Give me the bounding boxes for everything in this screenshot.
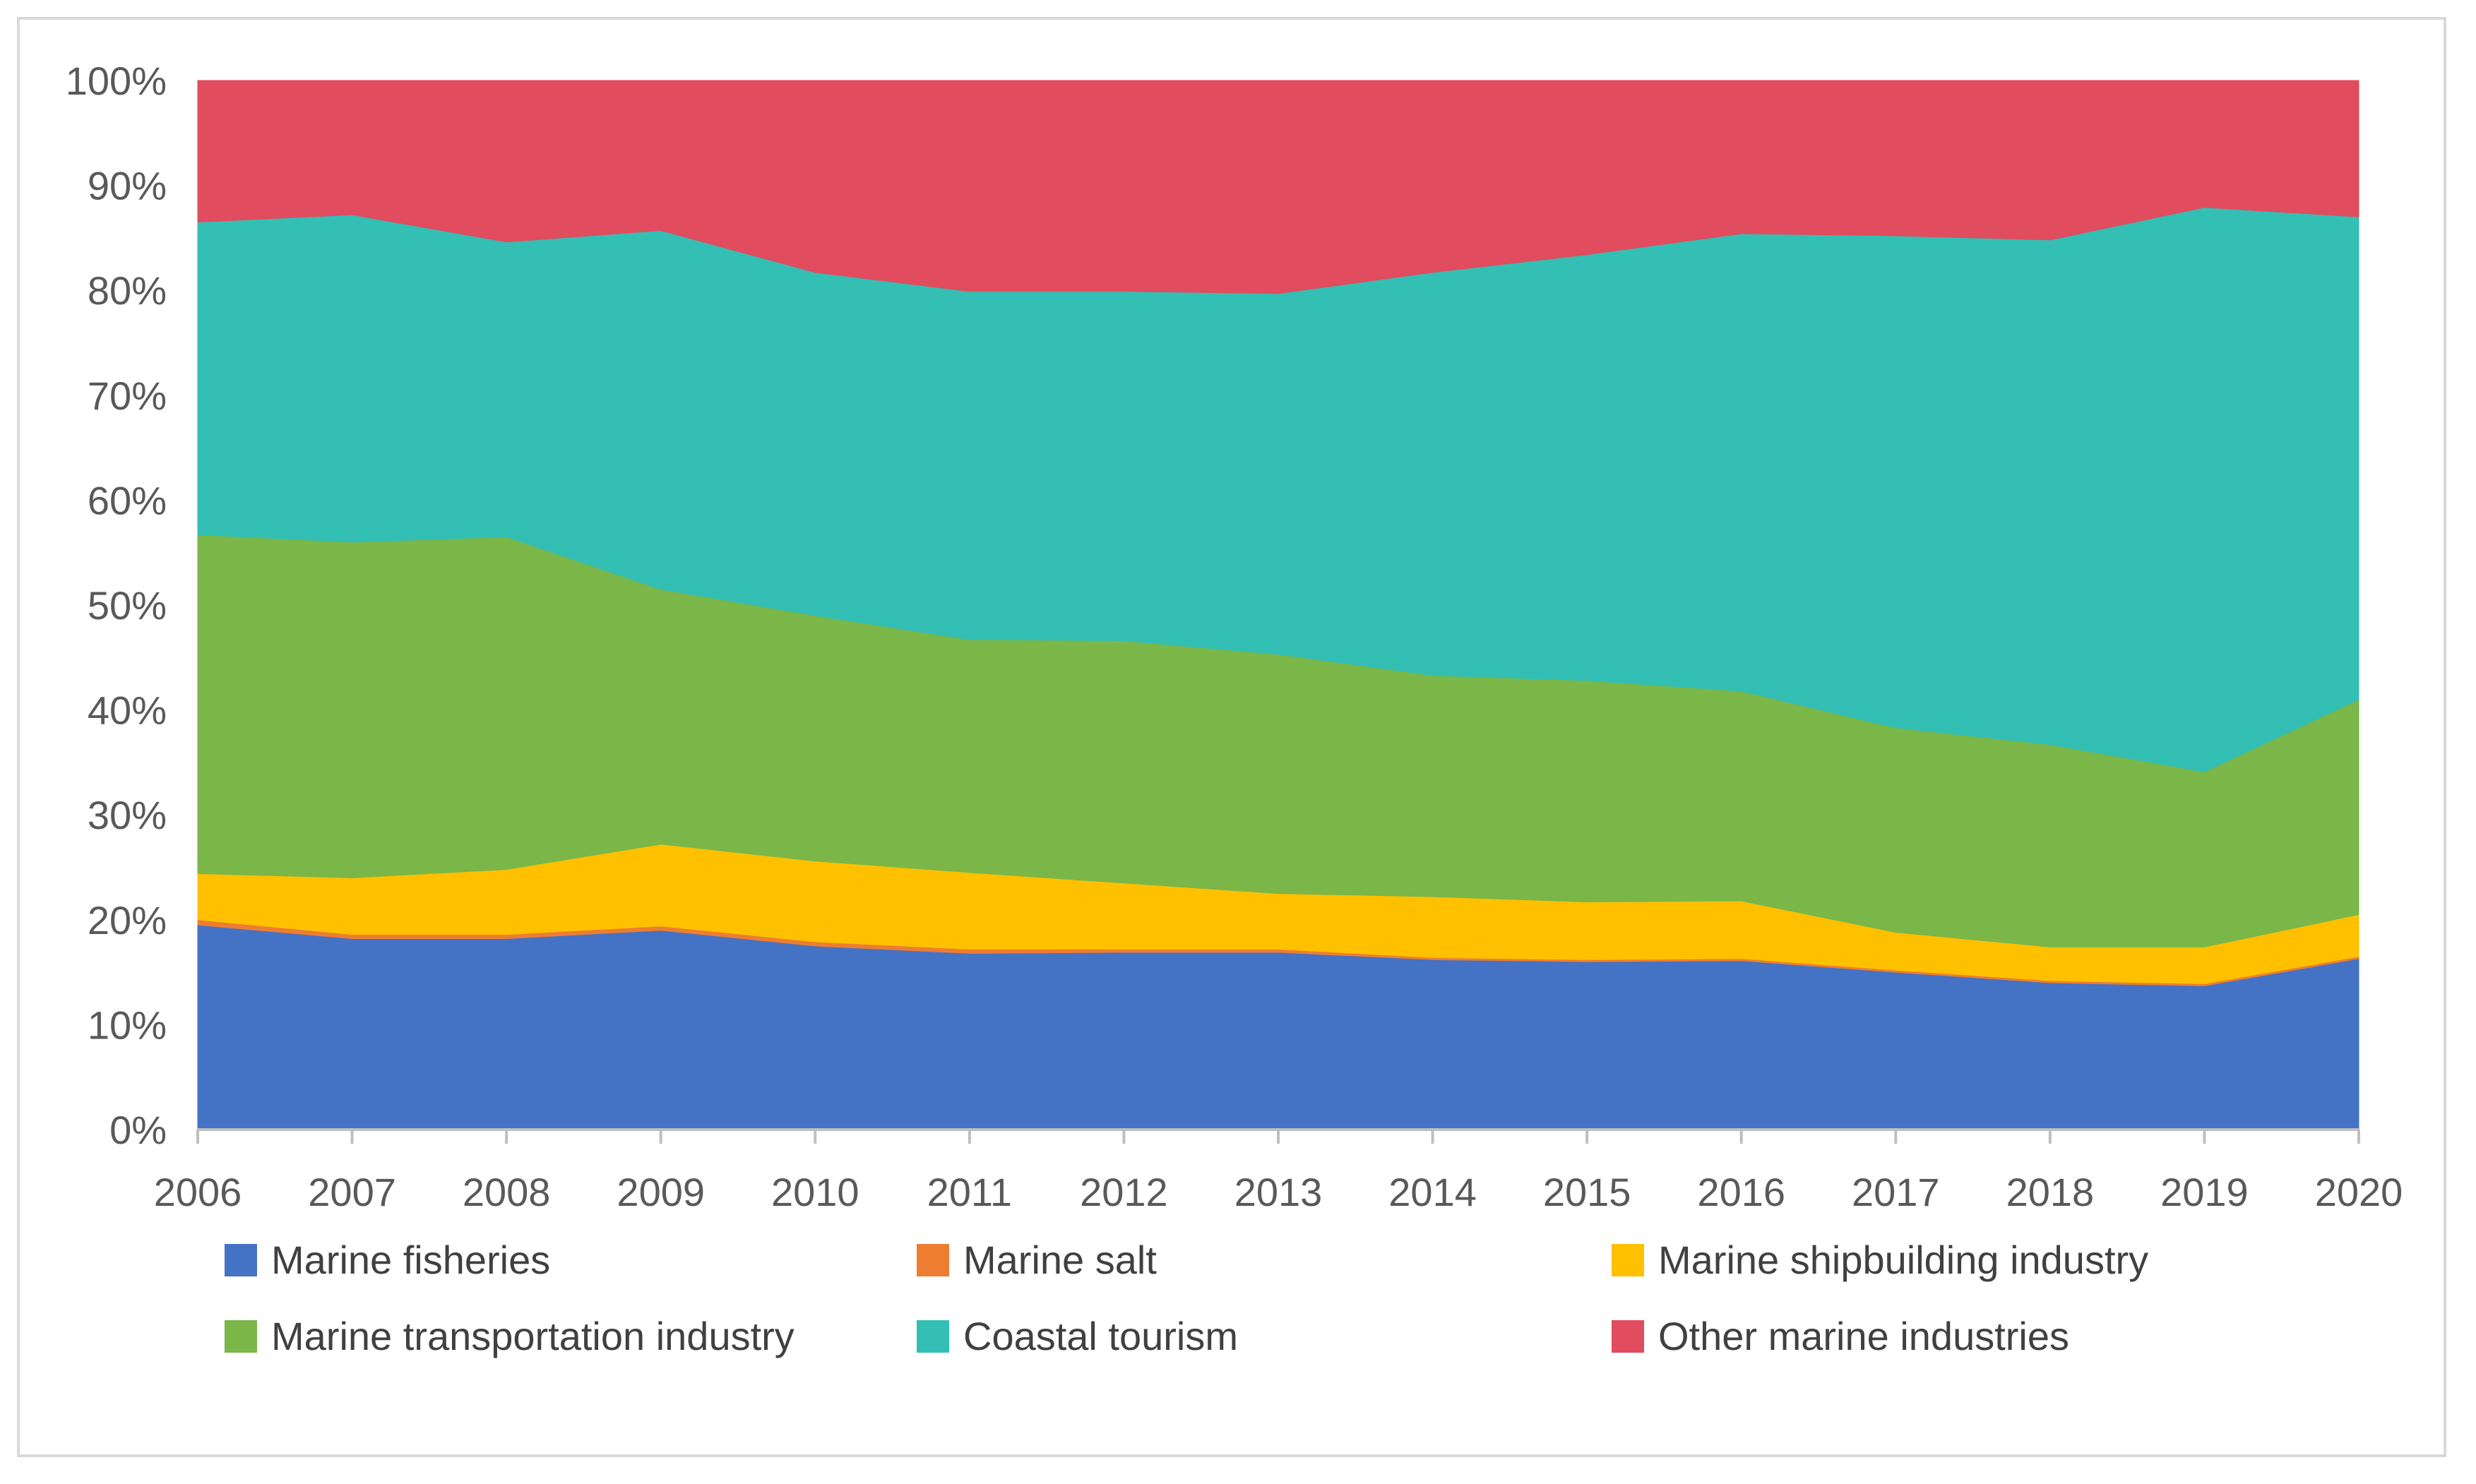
- legend-item-marine-salt: Marine salt: [917, 1238, 1157, 1282]
- x-tick-label: 2019: [2160, 1170, 2249, 1214]
- legend-label: Marine transportation industry: [271, 1314, 794, 1358]
- legend-swatch: [917, 1320, 949, 1353]
- legend-item-marine-shipbuilding-industry: Marine shipbuilding industry: [1612, 1238, 2148, 1282]
- y-tick-label: 90%: [88, 164, 167, 208]
- y-tick-label: 10%: [88, 1003, 167, 1047]
- legend-item-marine-fisheries: Marine fisheries: [225, 1238, 550, 1282]
- legend-label: Marine shipbuilding industry: [1658, 1238, 2148, 1282]
- x-tick-label: 2018: [2006, 1170, 2095, 1214]
- chart-frame: 2006 2007 2008 2009 2010 2011 2012 2013 2014 2015…: [17, 17, 2446, 1457]
- legend-swatch: [1612, 1320, 1644, 1353]
- legend-item-other-marine-industries: Other marine industries: [1612, 1314, 2069, 1358]
- stacked-area-chart: 2006 2007 2008 2009 2010 2011 2012 2013 2014 2015…: [66, 59, 2403, 1358]
- legend: Marine fisheries Marine salt Marine shipbu…: [225, 1238, 2148, 1358]
- x-tick-label: 2016: [1697, 1170, 1785, 1214]
- axes: 2006 2007 2008 2009 2010 2011 2012 2013 2014 2015…: [66, 59, 2403, 1214]
- y-tick-label: 80%: [88, 268, 167, 313]
- x-tick-label: 2009: [617, 1170, 705, 1214]
- y-tick-label: 20%: [88, 898, 167, 943]
- y-tick-label: 100%: [66, 59, 167, 103]
- x-tick-label: 2020: [2315, 1170, 2403, 1214]
- legend-swatch: [1612, 1244, 1644, 1276]
- legend-swatch: [225, 1320, 257, 1353]
- y-tick-label: 70%: [88, 373, 167, 418]
- legend-label: Marine salt: [963, 1238, 1157, 1282]
- x-tick-label: 2014: [1388, 1170, 1477, 1214]
- x-tick-label: 2013: [1234, 1170, 1323, 1214]
- legend-label: Coastal tourism: [963, 1314, 1238, 1358]
- x-tick-label: 2017: [1852, 1170, 1940, 1214]
- legend-swatch: [225, 1244, 257, 1276]
- legend-item-coastal-tourism: Coastal tourism: [917, 1314, 1238, 1358]
- legend-swatch: [917, 1244, 949, 1276]
- x-tick-label: 2007: [308, 1170, 396, 1214]
- legend-label: Other marine industries: [1658, 1314, 2069, 1358]
- x-tick-label: 2008: [463, 1170, 551, 1214]
- x-tick-label: 2012: [1080, 1170, 1168, 1214]
- y-tick-label: 30%: [88, 793, 167, 837]
- y-tick-label: 60%: [88, 478, 167, 522]
- x-tick-label: 2006: [154, 1170, 242, 1214]
- area-other-marine-industries: [197, 80, 2359, 294]
- y-tick-label: 50%: [88, 583, 167, 628]
- x-tick-label: 2015: [1543, 1170, 1631, 1214]
- x-tick-label: 2010: [771, 1170, 859, 1214]
- y-tick-label: 40%: [88, 688, 167, 733]
- legend-label: Marine fisheries: [271, 1238, 550, 1282]
- y-tick-label: 0%: [109, 1108, 167, 1152]
- x-tick-label: 2011: [927, 1170, 1012, 1214]
- plot-areas: [197, 80, 2359, 1130]
- legend-item-marine-transportation-industry: Marine transportation industry: [225, 1314, 794, 1358]
